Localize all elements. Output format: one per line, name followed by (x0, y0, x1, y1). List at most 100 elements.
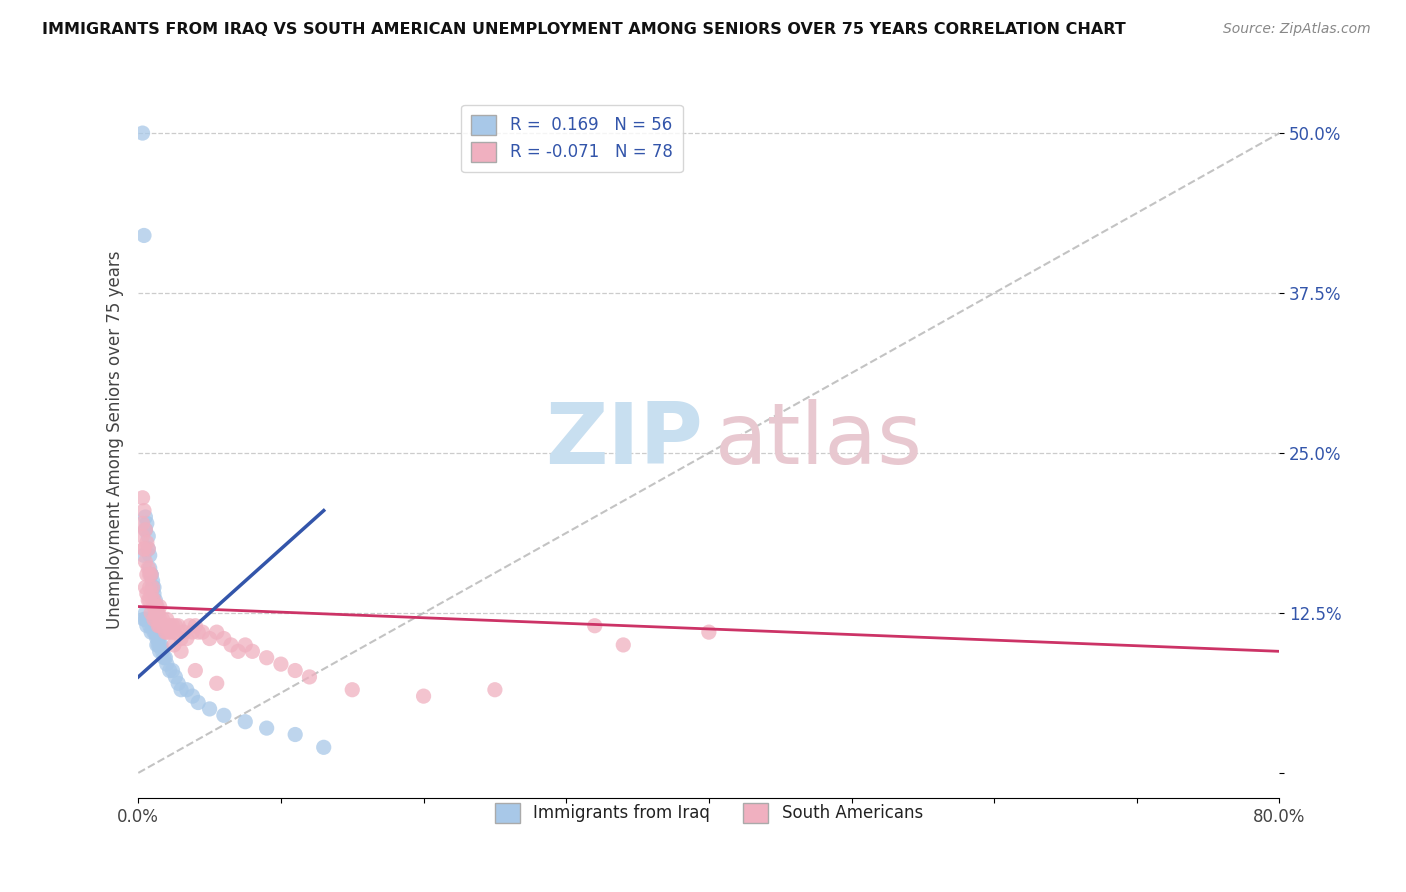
Point (139, 567, 162, 582)
Point (160, 625, 183, 640)
Point (298, 670, 321, 684)
Point (150, 619, 173, 633)
Legend: Immigrants from Iraq, South Americans: Immigrants from Iraq, South Americans (488, 796, 929, 830)
Point (145, 599, 167, 614)
Point (143, 625, 166, 640)
Point (226, 644, 249, 658)
Point (198, 632, 221, 646)
Point (184, 664, 207, 678)
Point (157, 625, 180, 640)
Point (134, 510, 156, 524)
Point (284, 727, 307, 741)
Point (205, 676, 228, 690)
Point (159, 619, 181, 633)
Point (134, 612, 156, 626)
Point (136, 541, 159, 556)
Point (139, 567, 162, 582)
Point (198, 702, 221, 716)
Point (205, 625, 228, 640)
Point (135, 619, 157, 633)
Point (138, 593, 160, 607)
Point (143, 612, 166, 626)
Point (212, 632, 235, 646)
Point (145, 606, 167, 620)
Point (176, 632, 198, 646)
Point (162, 664, 184, 678)
Point (212, 708, 235, 723)
Point (138, 549, 160, 563)
Point (136, 541, 159, 556)
Point (242, 644, 264, 658)
Point (146, 632, 169, 646)
Point (156, 612, 179, 626)
Point (131, 126, 153, 140)
Point (145, 593, 167, 607)
Point (153, 619, 176, 633)
Point (143, 580, 166, 594)
Point (141, 574, 163, 588)
Point (156, 625, 179, 640)
Point (134, 580, 156, 594)
Point (139, 587, 162, 601)
Point (138, 561, 160, 575)
Point (170, 682, 193, 697)
Point (134, 523, 156, 537)
Point (181, 689, 204, 703)
Point (149, 638, 172, 652)
Point (170, 644, 193, 658)
Point (153, 650, 176, 665)
Point (132, 549, 155, 563)
Point (155, 625, 177, 640)
Point (159, 664, 181, 678)
Point (187, 696, 209, 710)
Point (135, 567, 157, 582)
Point (256, 650, 278, 665)
Point (141, 619, 163, 633)
Point (170, 632, 193, 646)
Point (484, 682, 506, 697)
Point (176, 682, 198, 697)
Point (191, 625, 214, 640)
Point (342, 682, 364, 697)
Point (156, 657, 179, 672)
Point (138, 619, 160, 633)
Point (136, 561, 159, 575)
Point (163, 638, 186, 652)
Point (146, 612, 169, 626)
Point (149, 644, 172, 658)
Point (134, 555, 156, 569)
Point (152, 612, 174, 626)
Point (187, 625, 209, 640)
Point (138, 580, 160, 594)
Text: atlas: atlas (714, 399, 922, 482)
Point (145, 625, 167, 640)
Point (148, 606, 170, 620)
Point (143, 593, 166, 607)
Point (163, 625, 186, 640)
Point (134, 606, 156, 620)
Point (136, 529, 159, 543)
Point (145, 599, 167, 614)
Point (141, 580, 163, 594)
Point (132, 612, 155, 626)
Y-axis label: Unemployment Among Seniors over 75 years: Unemployment Among Seniors over 75 years (107, 251, 124, 630)
Point (131, 516, 153, 531)
Text: Source: ZipAtlas.com: Source: ZipAtlas.com (1223, 22, 1371, 37)
Point (135, 535, 157, 549)
Point (179, 619, 201, 633)
Point (165, 619, 187, 633)
Point (136, 612, 159, 626)
Point (131, 491, 153, 505)
Point (162, 619, 184, 633)
Point (131, 529, 153, 543)
Point (143, 599, 166, 614)
Point (135, 587, 157, 601)
Point (132, 228, 155, 243)
Point (146, 638, 169, 652)
Point (141, 593, 163, 607)
Point (181, 625, 204, 640)
Point (143, 587, 166, 601)
Point (148, 632, 170, 646)
Point (219, 638, 242, 652)
Point (155, 650, 177, 665)
